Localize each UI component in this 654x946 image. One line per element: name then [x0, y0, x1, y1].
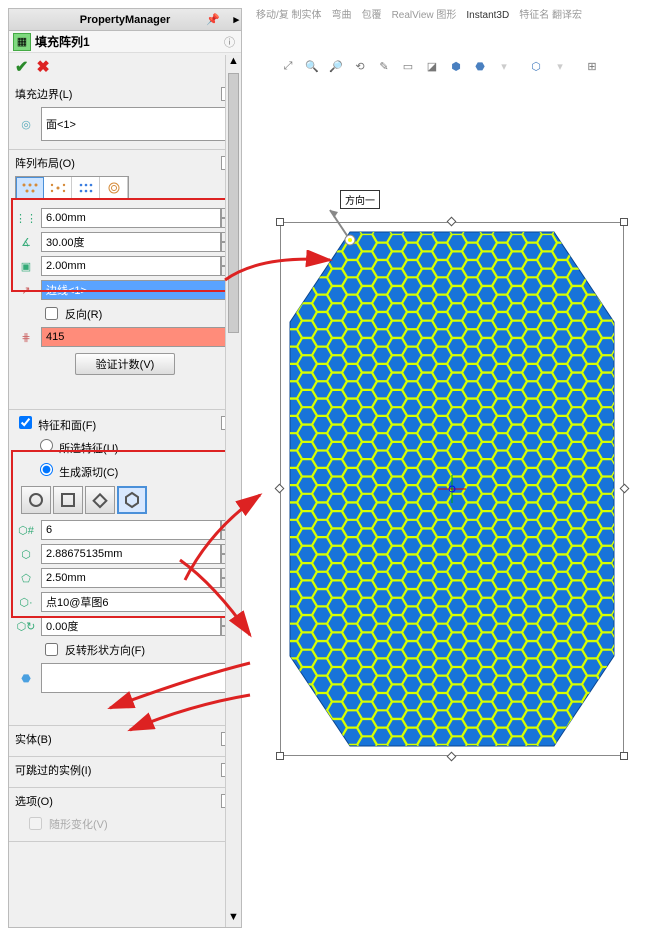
bodies-section-title: 实体(B)	[15, 731, 52, 747]
shape-square-icon[interactable]	[53, 486, 83, 514]
feat-section-title: 特征和面(F)	[38, 420, 96, 432]
sep: ▾	[550, 56, 570, 76]
diameter-input[interactable]	[41, 544, 221, 564]
pin-icon[interactable]: 📌	[205, 11, 221, 27]
random-label: 随形变化(V)	[49, 816, 108, 832]
shade-icon[interactable]: ⬢	[446, 56, 466, 76]
random-checkbox	[29, 817, 42, 830]
count-icon: ⋕	[15, 327, 37, 347]
section-icon[interactable]: ✎	[374, 56, 394, 76]
spacing-icon: ⋮⋮	[15, 208, 37, 228]
margin-input[interactable]	[41, 256, 221, 276]
skip-section-title: 可跳过的实例(I)	[15, 762, 91, 778]
panel-scrollbar[interactable]: ▲ ▼	[225, 55, 241, 927]
edge-icon: ↗	[15, 280, 37, 300]
inner-input[interactable]	[41, 568, 221, 588]
vertex-input[interactable]	[41, 592, 235, 612]
ok-button[interactable]: ✔	[15, 57, 28, 77]
opt-create-cut[interactable]: 生成源切(C)	[35, 467, 118, 479]
opt-selected-feat[interactable]: 所选特征(U)	[35, 443, 118, 455]
body-input[interactable]	[41, 663, 235, 693]
reverse-label: 反向(R)	[65, 306, 102, 322]
outer-diameter-icon: ⬡	[15, 544, 37, 564]
options-section-title: 选项(O)	[15, 793, 53, 809]
tab-move[interactable]: 移动/复 制实体	[252, 8, 326, 23]
tab-wrap[interactable]: 包覆	[358, 8, 386, 23]
rotation-icon: ⬡↻	[15, 616, 37, 636]
boundary-face-input[interactable]	[41, 107, 235, 141]
tab-instant3d[interactable]: Instant3D	[462, 8, 513, 23]
scroll-thumb[interactable]	[228, 73, 239, 333]
reverse-checkbox[interactable]	[45, 307, 58, 320]
zoom-area-icon[interactable]: 🔍	[302, 56, 322, 76]
display-icon[interactable]: ◪	[422, 56, 442, 76]
feat-enable-checkbox[interactable]	[19, 416, 32, 429]
rotation-input[interactable]	[41, 616, 221, 636]
sides-input[interactable]	[41, 520, 221, 540]
scroll-up-icon[interactable]: ▲	[226, 55, 241, 71]
validate-button[interactable]: 验证计数(V)	[75, 353, 176, 375]
face-icon: ◎	[15, 114, 37, 134]
scene-icon[interactable]: ⬣	[470, 56, 490, 76]
margin-icon: ▣	[15, 256, 37, 276]
layout-section-title: 阵列布局(O)	[15, 155, 75, 171]
vertex-icon: ⬡·	[15, 592, 37, 612]
tab-curve[interactable]: 弯曲	[328, 8, 356, 23]
sides-icon: ⬡#	[15, 520, 37, 540]
appearance-icon[interactable]: ⬡	[526, 56, 546, 76]
angle-input[interactable]	[41, 232, 221, 252]
more-icon[interactable]: ⊞	[582, 56, 602, 76]
tab-translate[interactable]: 特征名 翻译宏	[515, 8, 586, 23]
view-toolbar: ⤢ 🔍 🔎 ⟲ ✎ ▭ ◪ ⬢ ⬣ ▾ ⬡ ▾ ⊞	[278, 56, 602, 76]
sep: ▾	[494, 56, 514, 76]
boundary-section-title: 填充边界(L)	[15, 86, 72, 102]
spacing-input[interactable]	[41, 208, 221, 228]
tab-realview[interactable]: RealView 图形	[388, 8, 461, 23]
edge-input[interactable]	[41, 280, 235, 300]
zoom-fit-icon[interactable]: ⤢	[278, 56, 298, 76]
shape-diamond-icon[interactable]	[85, 486, 115, 514]
pattern-preview	[280, 222, 624, 756]
view-icon[interactable]: ▭	[398, 56, 418, 76]
cancel-button[interactable]: ✖	[36, 57, 49, 77]
direction-manipulator[interactable]	[320, 200, 380, 250]
pm-title: PropertyManager	[80, 14, 170, 26]
angle-icon: ∡	[15, 232, 37, 252]
pattern-square-icon[interactable]	[72, 177, 100, 199]
fill-pattern-icon: ▦	[13, 33, 31, 51]
rotate-icon[interactable]: ⟲	[350, 56, 370, 76]
pattern-polygon-icon[interactable]	[100, 177, 128, 199]
dropdown-icon[interactable]: ▸	[233, 13, 239, 26]
pattern-circular-icon[interactable]	[44, 177, 72, 199]
flip-checkbox[interactable]	[45, 643, 58, 656]
help-icon[interactable]: ⓘ	[224, 34, 235, 50]
count-input[interactable]	[41, 327, 235, 347]
pattern-perforation-icon[interactable]	[16, 177, 44, 199]
shape-circle-icon[interactable]	[21, 486, 51, 514]
scroll-down-icon[interactable]: ▼	[226, 911, 241, 927]
feature-name: 填充阵列1	[35, 33, 90, 50]
zoom-prev-icon[interactable]: 🔎	[326, 56, 346, 76]
shape-polygon-icon[interactable]	[117, 486, 147, 514]
flip-label: 反转形状方向(F)	[65, 642, 145, 658]
body-icon: ⬣	[15, 668, 37, 688]
inner-radius-icon: ⬠	[15, 568, 37, 588]
pm-header: PropertyManager 📌 ▸	[9, 9, 241, 31]
